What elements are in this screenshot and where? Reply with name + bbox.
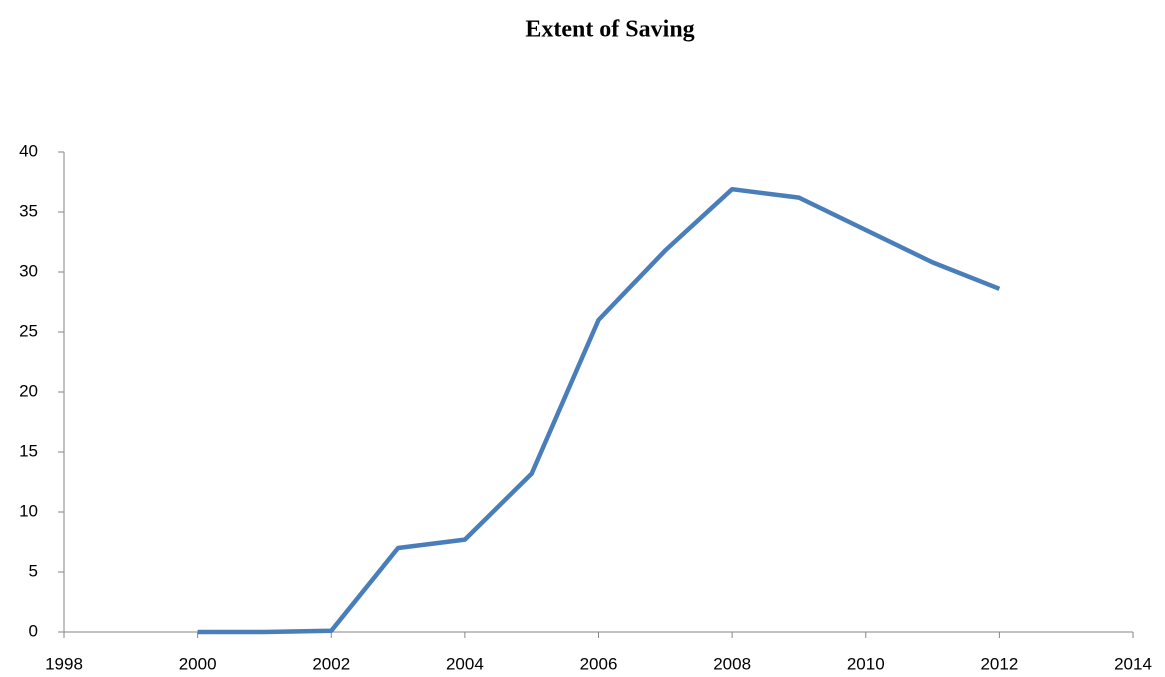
x-tick-label: 2006	[580, 654, 618, 673]
x-tick-label: 2014	[1114, 654, 1152, 673]
x-tick-label: 2004	[446, 654, 484, 673]
y-tick-label: 15	[19, 441, 38, 460]
y-tick-label: 20	[19, 381, 38, 400]
y-tick-label: 30	[19, 261, 38, 280]
chart-title: Extent of Saving	[525, 17, 694, 43]
y-tick-label: 40	[19, 141, 38, 160]
y-tick-label: 25	[19, 321, 38, 340]
x-tick-label: 2002	[312, 654, 350, 673]
y-tick-label: 5	[29, 561, 38, 580]
y-tick-label: 35	[19, 201, 38, 220]
x-tick-label: 2010	[847, 654, 885, 673]
line-series	[197, 186, 1001, 635]
y-tick-label: 0	[29, 621, 38, 640]
x-tick-label: 2000	[179, 654, 217, 673]
y-tick-label: 10	[19, 501, 38, 520]
x-tick-label: 2008	[713, 654, 751, 673]
x-tick-label: 1998	[45, 654, 83, 673]
x-tick-label: 2012	[980, 654, 1018, 673]
